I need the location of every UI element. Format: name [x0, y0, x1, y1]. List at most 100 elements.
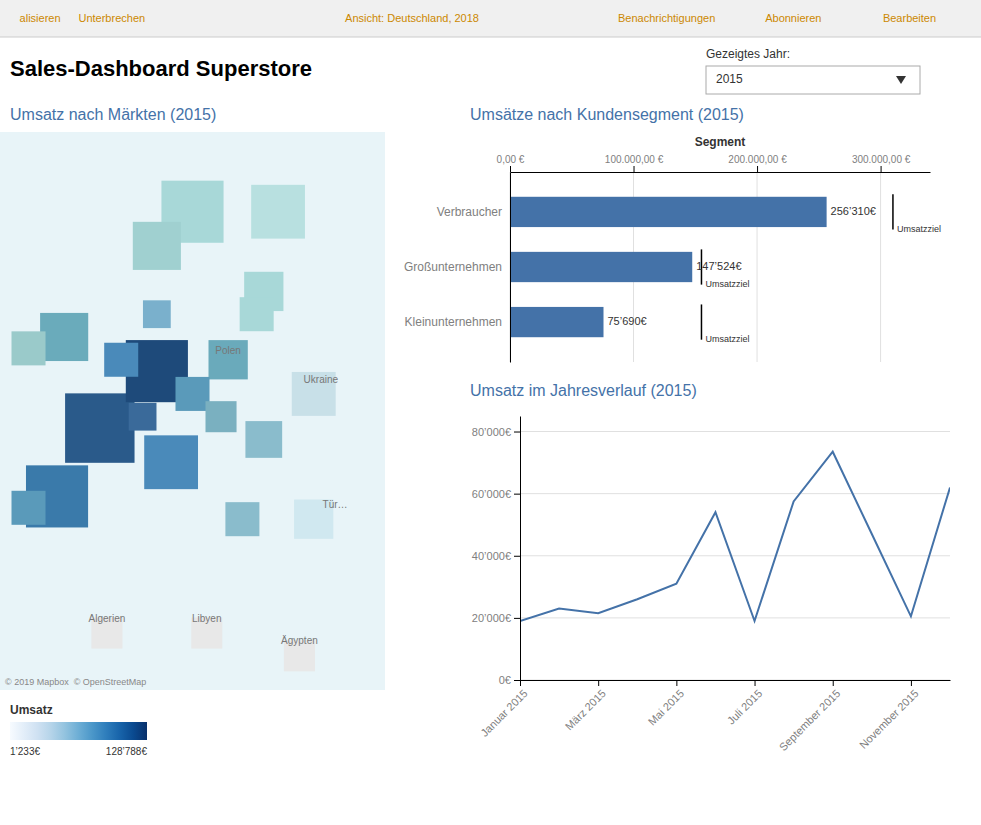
grid [520, 432, 950, 680]
line [520, 452, 950, 621]
section-title: Umsatz im Jahresverlauf (2015) [470, 382, 697, 399]
map-point [251, 185, 305, 239]
map-point [65, 393, 134, 462]
tick-label: Verbraucher [437, 205, 502, 219]
year-label: Gezeigtes Jahr: [706, 47, 790, 61]
target-label: Umsatzziel [705, 279, 749, 289]
section-title: Umsatz nach Märkten (2015) [10, 106, 216, 123]
target-line [892, 194, 894, 229]
grid-line [520, 555, 950, 556]
map-point [175, 377, 209, 411]
country-label: Ägypten [281, 635, 318, 646]
map-point [133, 222, 181, 270]
year-dropdown[interactable]: 2015 [706, 66, 920, 94]
data-label: 75’690€ [607, 315, 646, 327]
country-label: Libyen [192, 613, 221, 624]
colorbar-title: Umsatz [10, 703, 53, 717]
colorbar [10, 722, 147, 740]
tick: 0,00 € [497, 154, 525, 172]
tick-label: November 2015 [857, 687, 921, 751]
tick-mark [634, 166, 635, 172]
dropdown-box[interactable] [706, 66, 920, 94]
tick: Verbraucher [437, 205, 502, 219]
data-label: 147’524€ [696, 260, 741, 272]
tick: Juli 2015 [725, 680, 765, 727]
tick-mark [514, 494, 520, 495]
dropdown-arrow[interactable] [896, 76, 906, 84]
map-marks [12, 181, 336, 672]
grid-line [520, 617, 950, 618]
grid-line [520, 680, 950, 681]
tick-mark [676, 680, 677, 686]
tick-mark [520, 680, 521, 686]
tick-label: 20’000€ [472, 612, 511, 624]
bar [510, 307, 603, 337]
nav-item[interactable]: Unterbrechen [78, 12, 145, 24]
axis-line [511, 172, 931, 173]
tick-label: 80’000€ [472, 426, 511, 438]
y-axis: 0€ 20’000€ 40’000€ 60’000€ 80’000€ [472, 417, 521, 687]
country-label: Algerien [89, 613, 126, 624]
grid-line [520, 493, 950, 494]
tick-label: 0,00 € [497, 154, 525, 165]
tick-mark [514, 618, 520, 619]
tick-mark [833, 680, 834, 686]
tick: Mai 2015 [646, 680, 686, 728]
nav-item[interactable]: Abonnieren [765, 12, 821, 24]
tick: 300.000,00 € [852, 154, 911, 172]
map-point [240, 297, 274, 331]
tick: 20’000€ [472, 612, 520, 624]
x-axis: Januar 2015 März 2015 Mai 2015 Juli 2015 Sep… [478, 680, 950, 753]
grid-line [880, 172, 881, 362]
tick-label: 100.000,00 € [605, 154, 664, 165]
tick: 100.000,00 € [605, 154, 664, 172]
tick-label: Januar 2015 [478, 687, 530, 739]
tick: Kleinunternehmen [405, 315, 502, 329]
map-point [209, 340, 248, 379]
tick-mark [911, 680, 912, 686]
data-label: 256’310€ [831, 205, 876, 217]
nav-item[interactable]: Benachrichtigungen [618, 12, 715, 24]
tick-label: Kleinunternehmen [405, 315, 502, 329]
map-point [143, 300, 171, 328]
map-point [205, 401, 236, 432]
nav-item[interactable]: Ansicht: Deutschland, 2018 [345, 12, 479, 24]
tick-mark [757, 166, 758, 172]
tick: 60’000€ [472, 488, 520, 500]
tick: 40’000€ [472, 550, 520, 562]
navbar [0, 0, 981, 37]
target-line [701, 304, 703, 339]
tick-label: 300.000,00 € [852, 154, 911, 165]
map-point [12, 331, 46, 365]
map-point [144, 435, 198, 489]
tick: Großunternehmen [404, 260, 502, 274]
map-source: © 2019 Mapbox © OpenStreetMap [5, 677, 146, 687]
section-title: Umsätze nach Kundensegment (2015) [470, 106, 744, 123]
nav-item[interactable]: Bearbeiten [883, 12, 936, 24]
tick-label: März 2015 [563, 687, 608, 732]
tick-mark [510, 166, 511, 172]
nav-item[interactable]: alisieren [20, 12, 61, 24]
tick: 80’000€ [472, 426, 520, 438]
tick-label: Großunternehmen [404, 260, 502, 274]
grid [510, 172, 881, 362]
dropdown-value[interactable]: 2015 [716, 72, 743, 86]
colorbar-label: 128’788€ [106, 746, 148, 757]
tick-label: 0€ [499, 674, 511, 686]
tick-mark [598, 680, 599, 686]
country-label: Ukraine [304, 374, 339, 385]
tick: März 2015 [563, 680, 608, 732]
tick-mark [514, 556, 520, 557]
map-point [40, 313, 88, 361]
map-point [12, 491, 46, 525]
map-point [129, 403, 157, 431]
tick-label: Juli 2015 [725, 687, 765, 727]
bars [510, 194, 893, 339]
tick-mark [881, 166, 882, 172]
tick-label: Mai 2015 [646, 687, 686, 727]
tick-mark [514, 432, 520, 433]
country-label: Tür… [323, 499, 348, 510]
lines [520, 452, 950, 621]
tick-label: September 2015 [777, 687, 843, 753]
tick: 200.000,00 € [728, 154, 787, 172]
